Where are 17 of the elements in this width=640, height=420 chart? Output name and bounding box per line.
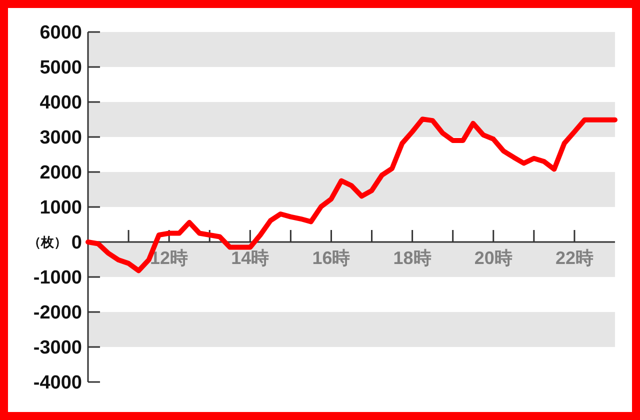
y-tick-label: 6000 [40, 22, 82, 44]
y-tick-label: -2000 [33, 302, 82, 324]
x-tick-label: 16時 [312, 248, 350, 268]
x-tick-label: 14時 [231, 248, 270, 268]
y-tick-label: -1000 [33, 268, 82, 289]
y-tick-label: -3000 [33, 338, 82, 359]
x-tick-label: 22時 [555, 248, 594, 268]
y-tick-label: 5000 [40, 58, 82, 79]
y-tick-label: -4000 [33, 372, 82, 394]
y-tick-label: 0 [71, 232, 82, 254]
y-axis-title: （枚） [28, 234, 67, 250]
y-tick-label: 2000 [40, 162, 82, 184]
y-tick-label: 4000 [40, 92, 82, 114]
y-tick-label: 3000 [40, 128, 82, 149]
y-tick-label: 1000 [40, 198, 82, 219]
x-tick-label: 18時 [393, 248, 432, 268]
x-tick-label: 20時 [474, 248, 512, 268]
